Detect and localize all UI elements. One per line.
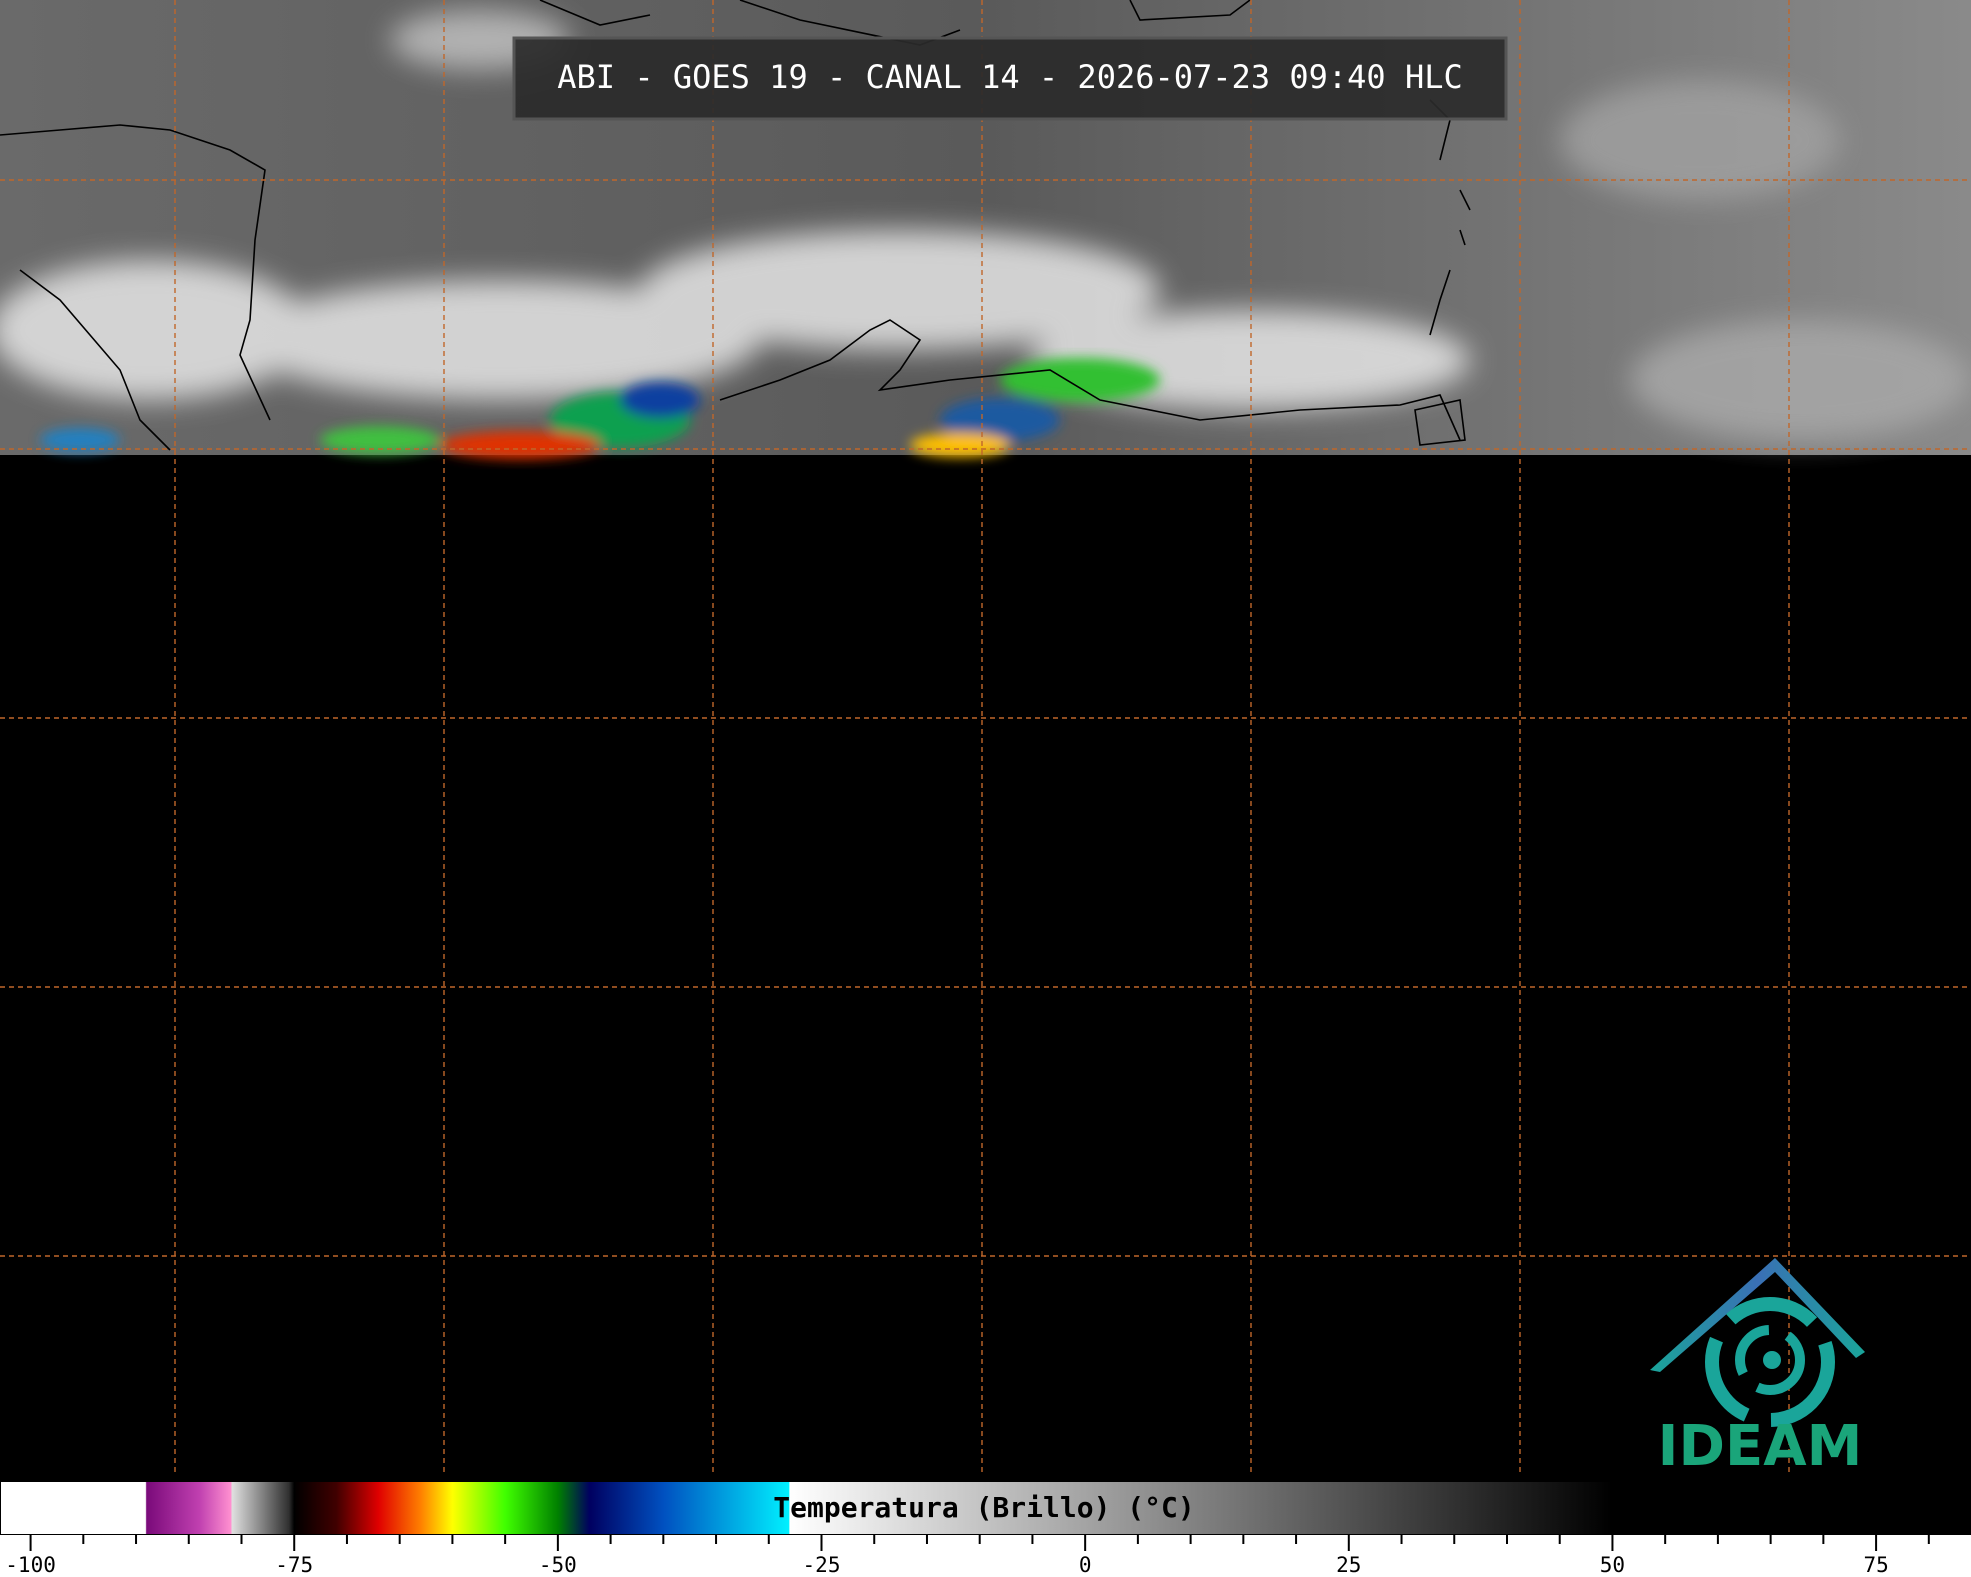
colorbar-ramp <box>0 1480 1971 1536</box>
tick-label: 50 <box>1600 1553 1625 1577</box>
title-box <box>512 36 1508 121</box>
colorbar-label: Temperatura (Brillo) (°C) <box>773 1491 1194 1524</box>
logo: IDEAM <box>1650 1258 1865 1479</box>
tick-label: -100 <box>5 1553 56 1577</box>
graticule <box>0 0 1971 1475</box>
tick-label: -50 <box>539 1553 577 1577</box>
colorbar-axis <box>0 1535 1971 1577</box>
tick-label: 25 <box>1336 1553 1361 1577</box>
logo-text: IDEAM <box>1658 1414 1863 1479</box>
tick-label: -75 <box>275 1553 313 1577</box>
tick-label: 75 <box>1863 1553 1888 1577</box>
tick-label: 0 <box>1079 1553 1092 1577</box>
tick-label: -25 <box>803 1553 841 1577</box>
colorbar: Temperatura (Brillo) (°C) -100 -75 -50 -25 0… <box>0 1480 1971 1577</box>
title: ABI - GOES 19 - CANAL 14 - 2026-07-23 09… <box>557 58 1462 96</box>
